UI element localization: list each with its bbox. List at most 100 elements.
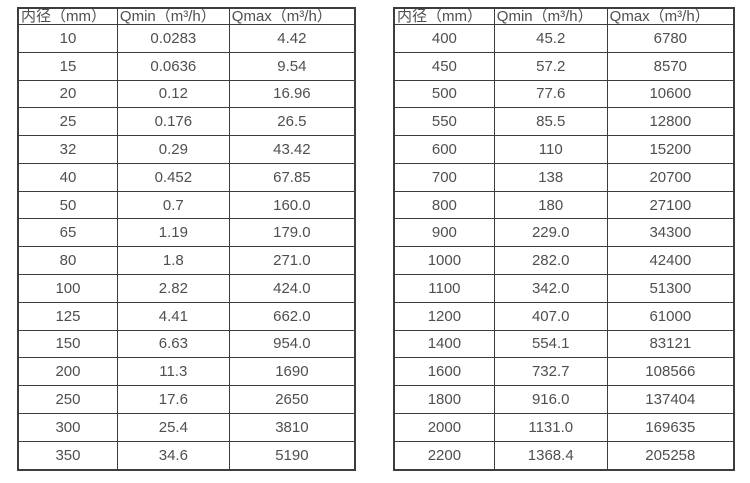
table-row: 800 180 27100	[393, 190, 735, 220]
table-cell: 150	[17, 329, 118, 359]
table-cell: 1000	[393, 246, 495, 276]
table-cell: 342.0	[493, 274, 608, 303]
table-cell: 26.5	[228, 107, 356, 137]
table-cell: 424.0	[228, 274, 356, 303]
table-cell: 800	[393, 190, 495, 220]
table-cell: 500	[393, 79, 495, 109]
table-cell: 100	[17, 274, 118, 303]
table-cell: 1131.0	[493, 412, 608, 442]
table-cell: 0.452	[116, 162, 230, 192]
table-cell: 1.8	[116, 246, 230, 276]
table-cell: 51300	[606, 274, 735, 303]
table-cell: 0.176	[116, 107, 230, 137]
table-cell: 407.0	[493, 301, 608, 331]
table-row: 15 0.0636 9.54	[17, 51, 356, 81]
table-cell: 954.0	[228, 329, 356, 359]
table-cell: 1368.4	[493, 440, 608, 471]
table-row: 350 34.6 5190	[17, 440, 356, 471]
table-row: 1200 407.0 61000	[393, 301, 735, 331]
table-cell: 2650	[228, 385, 356, 414]
table-row: 250 17.6 2650	[17, 385, 356, 414]
table-cell: 4.42	[228, 24, 356, 53]
column-header-qmax: Qmax（m³/h）	[606, 7, 735, 25]
table-row: 10 0.0283 4.42	[17, 24, 356, 53]
table-cell: 138	[493, 162, 608, 192]
table-row: 400 45.2 6780	[393, 24, 735, 53]
flow-table-large-diameters: 内径（mm） Qmin（m³/h） Qmax（m³/h） 400 45.2 6780…	[393, 7, 735, 471]
table-row: 1800 916.0 137404	[393, 385, 735, 414]
table-cell: 3810	[228, 412, 356, 442]
table-cell: 450	[393, 51, 495, 81]
table-cell: 550	[393, 107, 495, 137]
table-cell: 12800	[606, 107, 735, 137]
table-cell: 65	[17, 218, 118, 248]
table-cell: 250	[17, 385, 118, 414]
table-cell: 600	[393, 135, 495, 164]
table-cell: 4.41	[116, 301, 230, 331]
table-cell: 300	[17, 412, 118, 442]
table-cell: 0.0636	[116, 51, 230, 81]
table-cell: 6.63	[116, 329, 230, 359]
table-cell: 83121	[606, 329, 735, 359]
table-row: 50 0.7 160.0	[17, 190, 356, 220]
table-cell: 137404	[606, 385, 735, 414]
table-cell: 1600	[393, 357, 495, 387]
table-cell: 2200	[393, 440, 495, 471]
table-row: 200 11.3 1690	[17, 357, 356, 387]
table-cell: 916.0	[493, 385, 608, 414]
table-cell: 160.0	[228, 190, 356, 220]
table-cell: 125	[17, 301, 118, 331]
table-row: 300 25.4 3810	[17, 412, 356, 442]
table-row: 2000 1131.0 169635	[393, 412, 735, 442]
table-cell: 34.6	[116, 440, 230, 471]
table-cell: 61000	[606, 301, 735, 331]
table-row: 150 6.63 954.0	[17, 329, 356, 359]
table-cell: 50	[17, 190, 118, 220]
table-row: 700 138 20700	[393, 162, 735, 192]
table-cell: 10	[17, 24, 118, 53]
table-cell: 17.6	[116, 385, 230, 414]
flow-table-small-diameters: 内径（mm） Qmin（m³/h） Qmax（m³/h） 10 0.0283 4.4…	[17, 7, 356, 471]
table-cell: 2000	[393, 412, 495, 442]
table-cell: 42400	[606, 246, 735, 276]
table-row: 900 229.0 34300	[393, 218, 735, 248]
table-row: 600 110 15200	[393, 135, 735, 164]
table-cell: 15200	[606, 135, 735, 164]
table-cell: 5190	[228, 440, 356, 471]
table-cell: 25.4	[116, 412, 230, 442]
table-cell: 200	[17, 357, 118, 387]
table-cell: 229.0	[493, 218, 608, 248]
table-cell: 2.82	[116, 274, 230, 303]
table-cell: 1.19	[116, 218, 230, 248]
table-row: 80 1.8 271.0	[17, 246, 356, 276]
table-cell: 25	[17, 107, 118, 137]
table-cell: 179.0	[228, 218, 356, 248]
table-cell: 350	[17, 440, 118, 471]
table-cell: 0.0283	[116, 24, 230, 53]
table-cell: 108566	[606, 357, 735, 387]
table-cell: 0.12	[116, 79, 230, 109]
table-cell: 700	[393, 162, 495, 192]
table-row: 20 0.12 16.96	[17, 79, 356, 109]
table-cell: 32	[17, 135, 118, 164]
table-header-row: 内径（mm） Qmin（m³/h） Qmax（m³/h）	[393, 7, 735, 25]
table-cell: 10600	[606, 79, 735, 109]
table-cell: 1100	[393, 274, 495, 303]
table-cell: 662.0	[228, 301, 356, 331]
table-row: 65 1.19 179.0	[17, 218, 356, 248]
table-cell: 282.0	[493, 246, 608, 276]
table-cell: 1400	[393, 329, 495, 359]
table-cell: 9.54	[228, 51, 356, 81]
table-cell: 0.7	[116, 190, 230, 220]
table-cell: 40	[17, 162, 118, 192]
table-cell: 43.42	[228, 135, 356, 164]
table-cell: 67.85	[228, 162, 356, 192]
table-cell: 180	[493, 190, 608, 220]
table-row: 25 0.176 26.5	[17, 107, 356, 137]
table-cell: 8570	[606, 51, 735, 81]
table-cell: 16.96	[228, 79, 356, 109]
table-row: 500 77.6 10600	[393, 79, 735, 109]
table-row: 1000 282.0 42400	[393, 246, 735, 276]
table-body: 400 45.2 6780 450 57.2 8570 500 77.6 10600 550 85.…	[393, 24, 735, 471]
